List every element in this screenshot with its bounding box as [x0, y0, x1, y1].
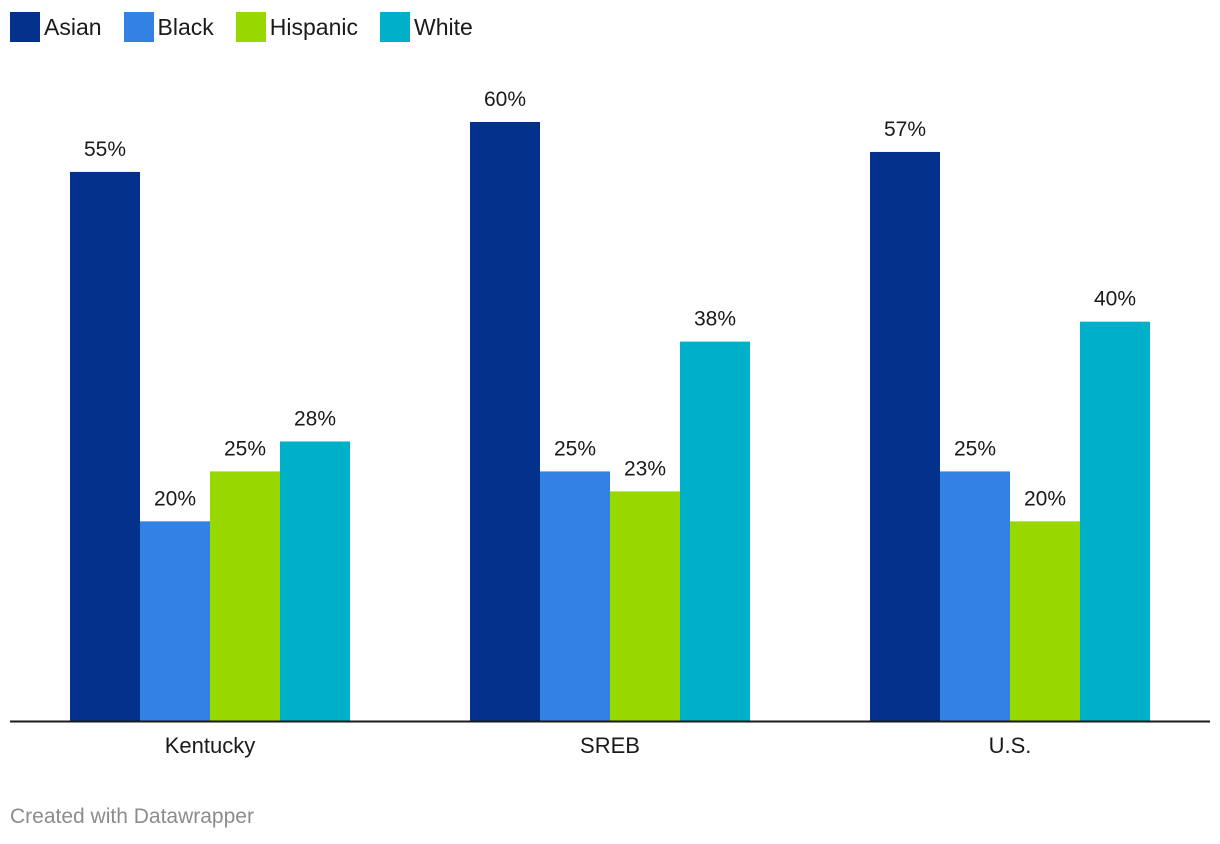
value-label-kentucky-hispanic: 25%: [224, 437, 266, 460]
legend-label-white: White: [414, 14, 473, 40]
category-label-sreb: SREB: [580, 733, 640, 758]
bar-sreb-asian: [470, 122, 540, 721]
value-label-sreb-asian: 60%: [484, 88, 526, 111]
value-label-kentucky-black: 20%: [154, 487, 196, 510]
footer-credit: Created with Datawrapper: [10, 805, 254, 828]
bar-kentucky-black: [140, 521, 210, 721]
value-label-kentucky-asian: 55%: [84, 138, 126, 161]
value-label-u-s-black: 25%: [954, 437, 996, 460]
legend-swatch-hispanic: [235, 12, 266, 42]
value-label-u-s-hispanic: 20%: [1024, 487, 1066, 510]
bar-kentucky-asian: [70, 171, 140, 721]
value-label-u-s-white: 40%: [1094, 288, 1136, 311]
bar-kentucky-hispanic: [210, 471, 280, 721]
legend-item-white: White: [380, 12, 473, 42]
bar-sreb-hispanic: [610, 491, 680, 721]
bar-sreb-white: [680, 341, 750, 721]
legend-label-black: Black: [157, 14, 214, 40]
value-label-sreb-hispanic: 23%: [624, 457, 666, 480]
legend-swatch-white: [380, 12, 411, 42]
legend-swatch-black: [123, 12, 154, 42]
category-label-kentucky: Kentucky: [165, 733, 256, 758]
legend-label-hispanic: Hispanic: [269, 14, 359, 40]
bar-u-s-hispanic: [1010, 521, 1080, 721]
legend: Asian Black Hispanic White: [10, 12, 495, 42]
legend-item-asian: Asian: [10, 12, 102, 42]
bar-u-s-black: [940, 471, 1010, 721]
legend-item-black: Black: [123, 12, 214, 42]
legend-item-hispanic: Hispanic: [235, 12, 359, 42]
legend-swatch-asian: [10, 12, 40, 42]
bar-u-s-white: [1080, 321, 1150, 721]
bar-kentucky-white: [280, 441, 350, 721]
value-label-sreb-black: 25%: [554, 437, 596, 460]
bar-sreb-black: [540, 471, 610, 721]
category-label-u-s: U.S.: [989, 733, 1032, 758]
value-label-sreb-white: 38%: [694, 308, 736, 331]
value-label-u-s-asian: 57%: [884, 118, 926, 141]
bar-u-s-asian: [870, 151, 940, 721]
legend-label-asian: Asian: [44, 14, 102, 40]
value-label-kentucky-white: 28%: [294, 407, 336, 430]
